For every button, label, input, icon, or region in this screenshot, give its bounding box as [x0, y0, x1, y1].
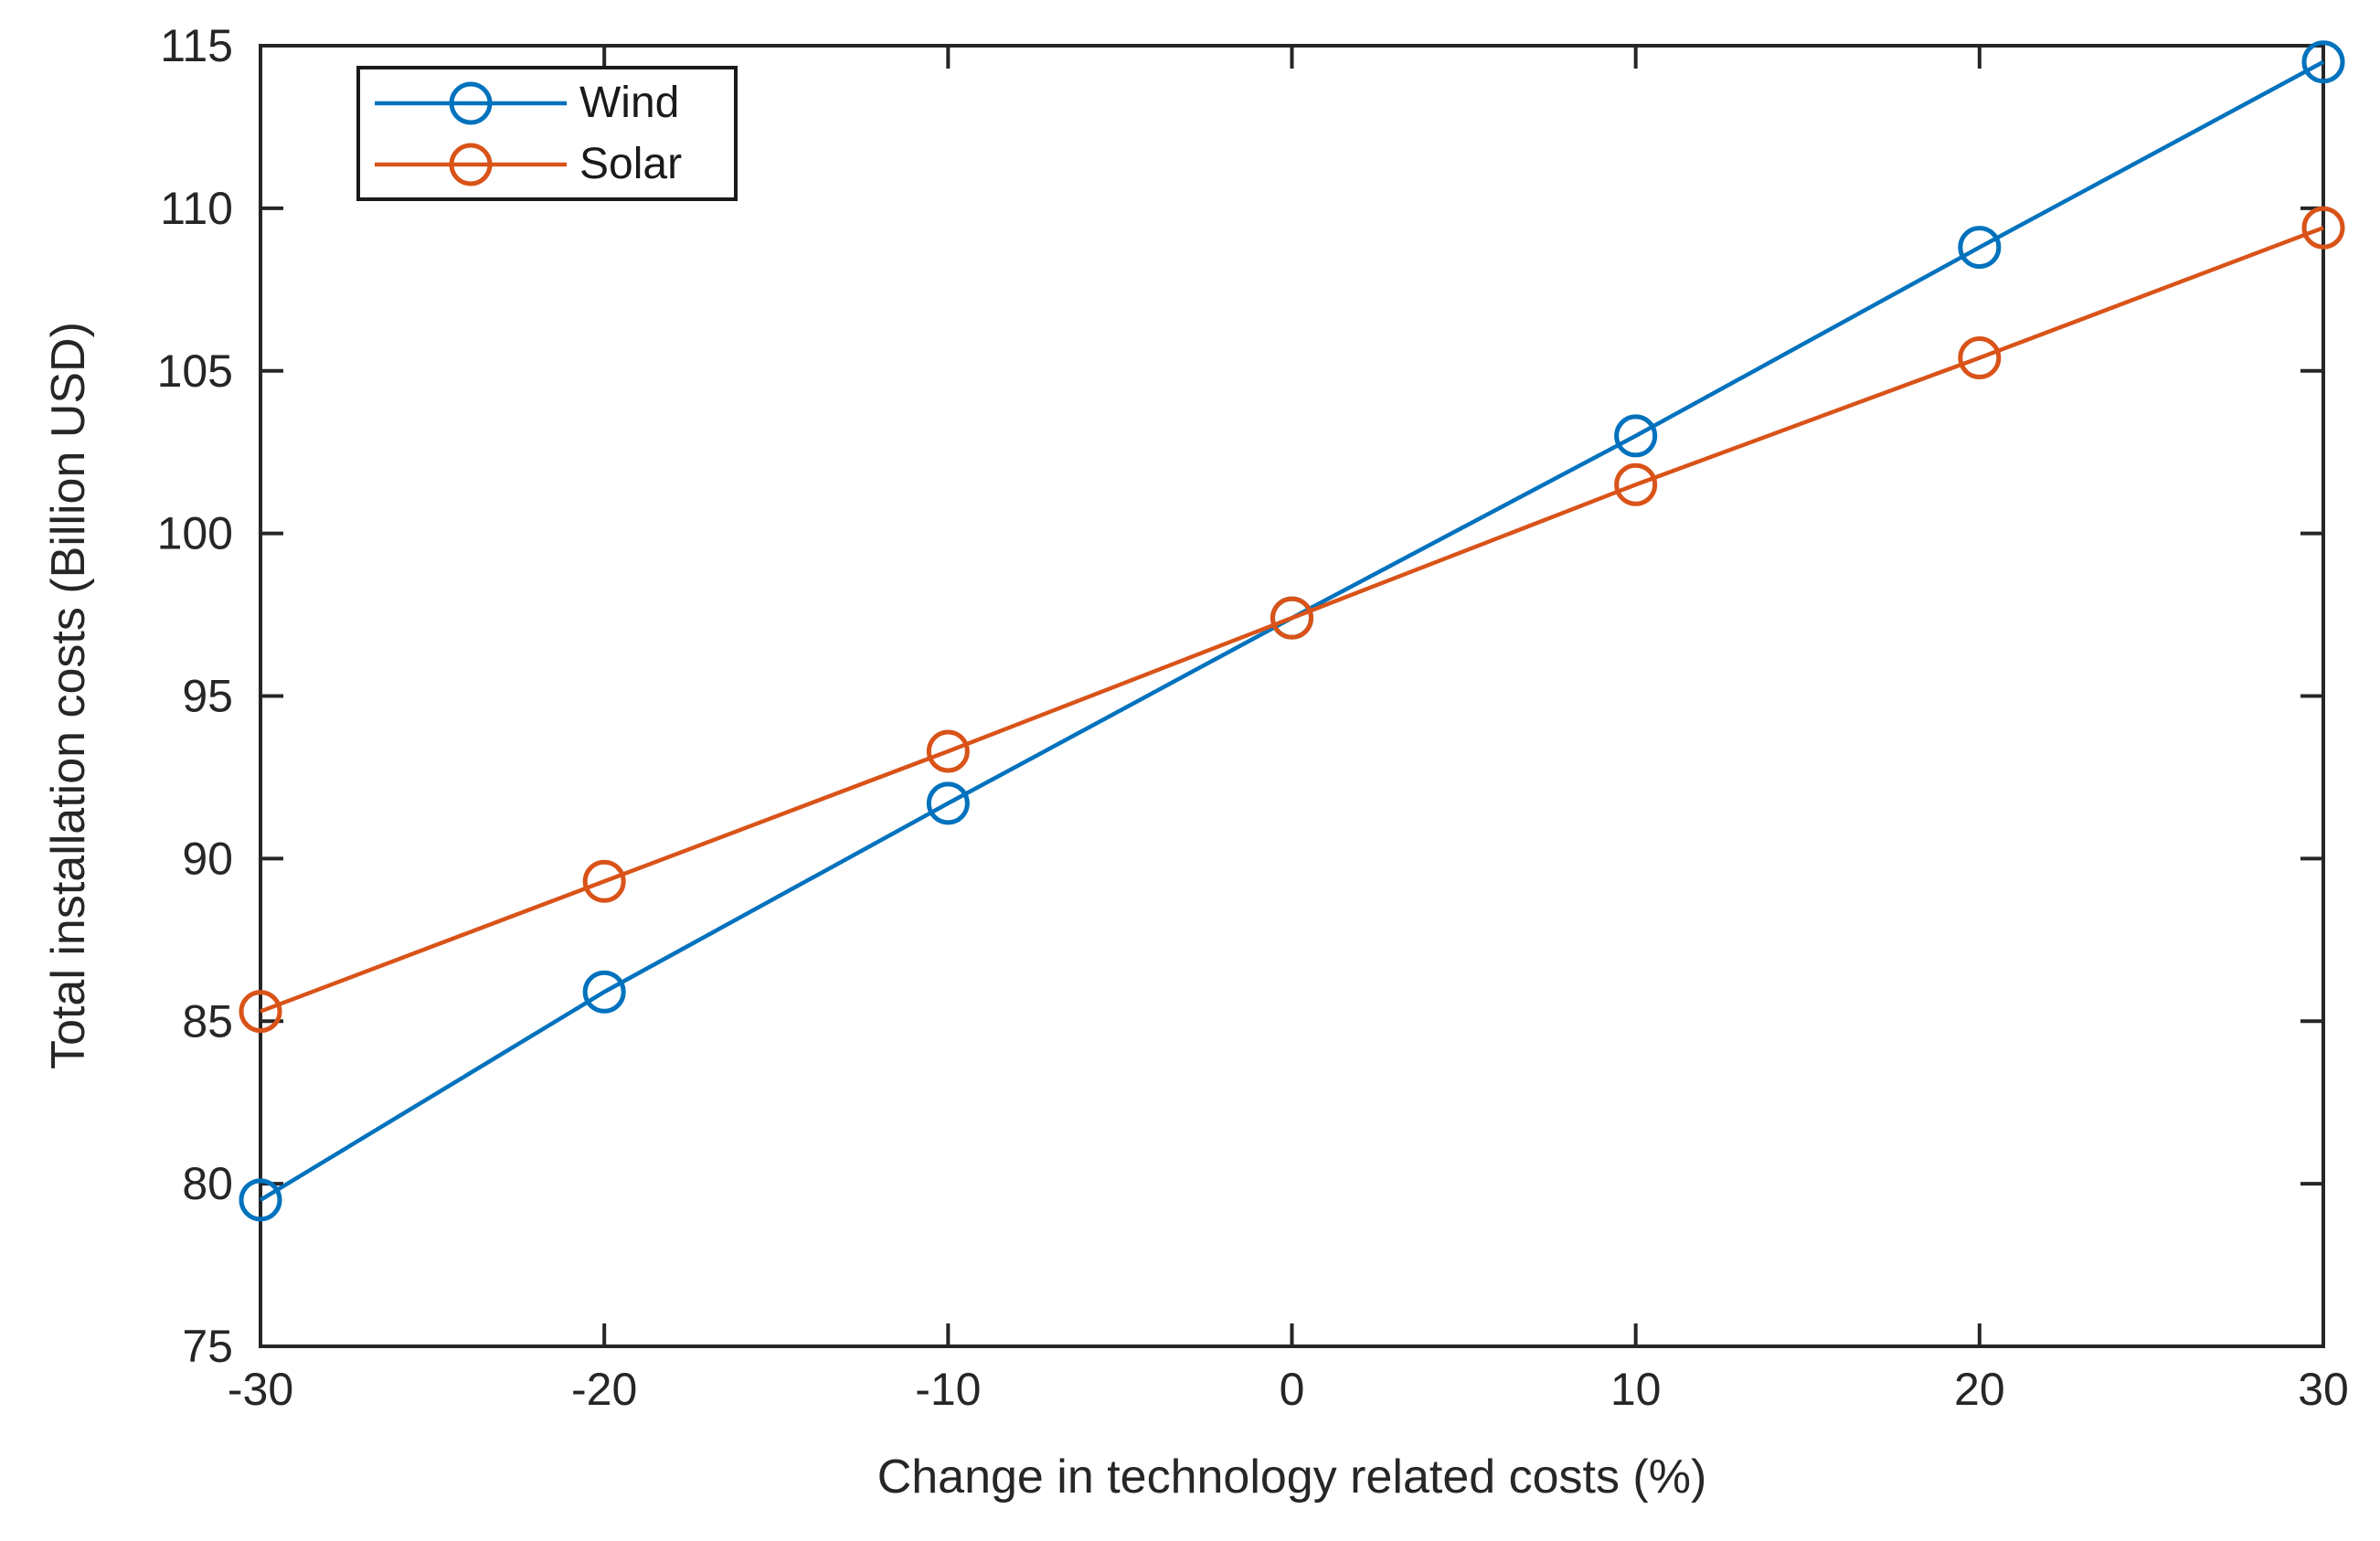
series-marker-solar — [2301, 206, 2345, 250]
x-tick-label: -30 — [228, 1364, 293, 1415]
x-axis-label: Change in technology related costs (%) — [877, 1451, 1707, 1504]
series-marker-wind — [2301, 40, 2345, 84]
x-tick-label: 0 — [1280, 1364, 1305, 1415]
y-tick-label: 90 — [182, 833, 233, 884]
y-axis-label: Total installation costs (Billion USD) — [42, 322, 95, 1069]
solar-legend-sample-icon — [375, 143, 567, 186]
y-tick-label: 110 — [160, 183, 233, 234]
x-tick-label: -10 — [915, 1364, 981, 1415]
series-marker-wind — [582, 970, 626, 1014]
series-marker-solar — [1270, 596, 1313, 640]
series-marker-solar — [926, 729, 970, 773]
x-tick-label: 30 — [2298, 1364, 2349, 1415]
y-tick-label: 115 — [160, 20, 233, 71]
series-marker-wind — [1614, 414, 1658, 458]
x-tick-label: 10 — [1610, 1364, 1662, 1415]
y-tick-label: 75 — [182, 1321, 233, 1372]
wind-legend-sample-icon — [375, 81, 567, 124]
legend: Wind Solar — [356, 66, 738, 201]
series-marker-solar — [582, 859, 626, 903]
series-line-wind — [259, 59, 2325, 1202]
series-line-solar — [260, 226, 2324, 1014]
legend-label-wind: Wind — [579, 78, 680, 127]
legend-label-solar: Solar — [579, 139, 683, 188]
plot-frame — [259, 44, 2325, 1348]
series-marker-solar — [239, 990, 282, 1034]
series-marker-solar — [1614, 462, 1658, 506]
y-tick-label: 85 — [182, 995, 233, 1047]
y-tick-label: 105 — [157, 345, 233, 397]
series-marker-wind — [926, 781, 970, 825]
legend-item-solar: Solar — [360, 133, 734, 195]
series-marker-wind — [1958, 226, 2002, 270]
y-tick-label: 95 — [182, 671, 233, 722]
legend-item-wind: Wind — [360, 72, 734, 133]
series-marker-solar — [1958, 336, 2002, 380]
y-tick-label: 100 — [157, 508, 233, 559]
x-tick-label: -20 — [571, 1364, 637, 1415]
series-marker-wind — [239, 1178, 282, 1222]
x-tick-label: 20 — [1954, 1364, 2005, 1415]
y-tick-label: 80 — [182, 1158, 233, 1209]
